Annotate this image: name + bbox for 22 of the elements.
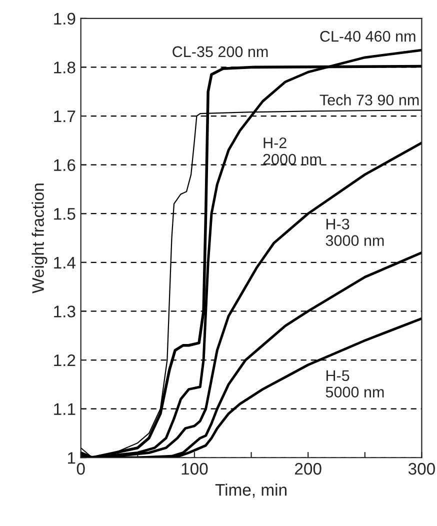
annotation: Tech 73 90 nm: [320, 94, 419, 106]
x-tick-label: 200: [295, 462, 322, 475]
annotation: CL-40 460 nm: [320, 30, 416, 42]
y-axis-title: Weight fraction: [32, 184, 48, 294]
annotation: H-2 2000 nm: [263, 137, 321, 165]
y-tick-label: 1.7: [54, 110, 76, 122]
y-tick-label: 1.9: [54, 12, 76, 25]
y-tick-label: 1.8: [54, 62, 76, 74]
x-tick-label: 0: [76, 462, 85, 475]
y-tick-label: 1.6: [54, 159, 76, 172]
y-tick-label: 1.2: [54, 354, 76, 366]
y-tick-label: 1.3: [54, 306, 76, 318]
x-axis-title: Time, min: [215, 484, 286, 498]
annotation: H-5 5000 nm: [326, 370, 384, 398]
annotation: CL-35 200 nm: [172, 46, 268, 58]
annotation: H-3 3000 nm: [326, 218, 384, 246]
y-tick-label: 1.4: [54, 256, 76, 268]
x-tick-label: 300: [408, 462, 435, 475]
y-tick-label: 1.1: [54, 403, 76, 415]
x-tick-label: 100: [182, 462, 208, 475]
y-tick-label: 1.5: [54, 208, 76, 220]
y-tick-label: 1: [68, 452, 76, 464]
